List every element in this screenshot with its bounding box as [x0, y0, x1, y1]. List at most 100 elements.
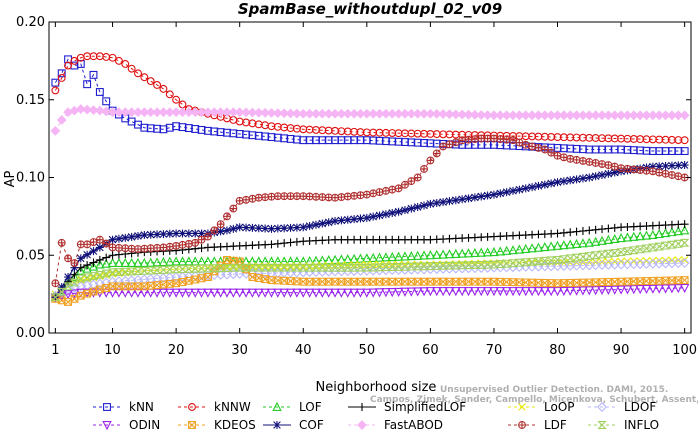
- data-point: [273, 263, 283, 272]
- data-point: [203, 107, 213, 118]
- data-point: [254, 263, 264, 272]
- data-point: [305, 262, 314, 270]
- data-point: [215, 264, 226, 273]
- data-point: [502, 135, 511, 144]
- data-point: [285, 263, 296, 272]
- plot-area: [50, 52, 690, 306]
- data-point: [76, 291, 85, 300]
- data-point: [133, 267, 143, 276]
- data-point: [540, 241, 550, 252]
- data-point: [515, 185, 524, 194]
- data-point: [235, 117, 244, 126]
- data-point: [108, 53, 117, 62]
- data-point: [336, 288, 347, 298]
- data-point: [260, 256, 270, 266]
- data-point: [127, 117, 136, 126]
- legend-entry: FastABOD: [348, 418, 443, 432]
- data-point: [647, 110, 658, 121]
- data-point: [477, 192, 486, 201]
- data-point: [476, 247, 486, 257]
- data-point: [343, 254, 353, 264]
- data-point: [234, 107, 245, 118]
- data-point: [318, 193, 327, 202]
- data-point: [323, 288, 334, 298]
- legend-label: INFLO: [624, 418, 659, 432]
- y-tick-label: 0.20: [16, 15, 45, 30]
- data-point: [368, 288, 378, 298]
- data-point: [235, 257, 244, 266]
- data-point: [648, 167, 657, 176]
- data-point: [177, 288, 188, 298]
- data-point: [533, 257, 544, 266]
- data-point: [578, 252, 588, 261]
- data-point: [83, 240, 92, 249]
- data-point: [597, 235, 607, 245]
- data-point: [515, 138, 524, 147]
- x-tick-label: 20: [168, 343, 185, 358]
- data-point: [509, 278, 517, 287]
- data-point: [114, 257, 124, 267]
- data-point: [248, 223, 257, 232]
- data-point: [540, 145, 549, 154]
- data-point: [196, 264, 207, 273]
- data-point: [603, 234, 614, 244]
- data-point: [209, 107, 220, 118]
- data-point: [108, 235, 117, 244]
- data-point: [628, 110, 639, 121]
- legend-entry: LOF: [263, 400, 322, 414]
- data-point: [76, 288, 86, 298]
- data-point: [463, 287, 474, 297]
- data-point: [394, 207, 403, 216]
- data-point: [667, 227, 677, 237]
- data-point: [585, 158, 594, 166]
- data-point: [114, 243, 123, 252]
- data-point: [88, 261, 99, 271]
- data-point: [286, 238, 295, 247]
- series-line: [55, 287, 685, 298]
- data-point: [559, 153, 568, 162]
- data-point: [76, 274, 86, 283]
- data-point: [540, 180, 549, 189]
- data-point: [114, 107, 124, 118]
- data-point: [374, 263, 385, 272]
- data-point: [114, 268, 124, 276]
- data-point: [501, 110, 512, 121]
- data-point: [139, 288, 150, 298]
- data-point: [349, 108, 360, 119]
- legend-marker: [357, 420, 367, 430]
- data-point: [641, 230, 652, 240]
- y-tick-label: 0.05: [16, 248, 45, 263]
- data-point: [197, 235, 206, 244]
- data-point: [101, 269, 111, 278]
- data-point: [502, 278, 511, 286]
- data-point: [445, 140, 454, 149]
- data-point: [260, 107, 271, 118]
- data-point: [324, 218, 333, 227]
- data-point: [622, 110, 633, 121]
- data-point: [660, 110, 671, 121]
- data-point: [349, 263, 359, 272]
- data-point: [139, 266, 150, 275]
- data-point: [533, 242, 544, 252]
- data-point: [203, 264, 213, 273]
- data-point: [292, 256, 302, 266]
- data-point: [450, 109, 461, 120]
- data-point: [470, 261, 480, 269]
- data-point: [381, 252, 391, 262]
- legend-label: LOF: [299, 400, 322, 414]
- data-point: [114, 234, 123, 243]
- data-point: [298, 256, 308, 266]
- data-point: [394, 260, 403, 269]
- data-point: [261, 224, 270, 233]
- x-tick-label: 90: [613, 343, 630, 358]
- data-point: [57, 69, 66, 78]
- data-point: [311, 263, 321, 272]
- data-point: [457, 248, 467, 258]
- data-point: [222, 288, 232, 298]
- data-point: [476, 260, 486, 269]
- data-point: [242, 223, 251, 232]
- data-point: [114, 56, 123, 65]
- data-point: [591, 225, 600, 234]
- data-point: [272, 108, 283, 119]
- data-point: [133, 257, 143, 267]
